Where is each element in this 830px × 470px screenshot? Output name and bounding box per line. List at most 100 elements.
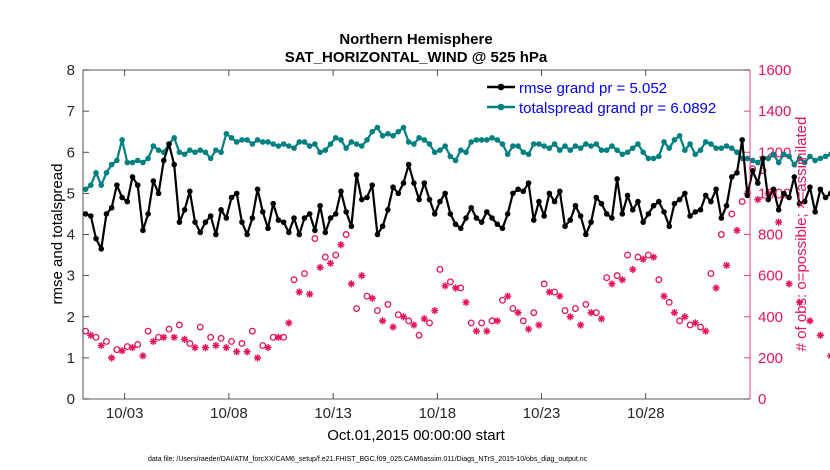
- totalspread-point: [520, 149, 527, 156]
- left-y-tick-label: 6: [67, 144, 75, 161]
- obs-assimilated-marker: [722, 261, 731, 269]
- totalspread-point: [140, 159, 146, 166]
- left-y-tick-label: 2: [67, 309, 75, 326]
- obs-possible-marker: [665, 298, 673, 306]
- rmse-point: [796, 200, 803, 207]
- rmse-point: [187, 188, 193, 195]
- totalspread-point: [786, 153, 792, 160]
- totalspread-point: [265, 139, 271, 145]
- obs-assimilated-marker: [597, 315, 606, 323]
- rmse-point: [353, 172, 360, 178]
- rmse-point: [327, 215, 334, 221]
- totalspread-point: [457, 147, 464, 153]
- totalspread-point: [671, 137, 678, 143]
- x-axis-label: Oct.01,2015 00:00:00 start: [327, 427, 505, 444]
- rmse-point: [702, 192, 709, 199]
- rmse-point: [572, 202, 579, 209]
- rmse-point: [447, 211, 454, 217]
- totalspread-point: [437, 147, 443, 153]
- rmse-point: [484, 209, 490, 215]
- obs-possible-marker: [415, 331, 423, 339]
- obs-possible-marker: [582, 300, 590, 308]
- rmse-point: [734, 170, 740, 176]
- obs-assimilated-marker: [775, 218, 783, 226]
- totalspread-point: [603, 147, 610, 153]
- rmse-point: [176, 219, 183, 225]
- rmse-point: [619, 211, 626, 217]
- rmse-point: [416, 196, 422, 203]
- obs-assimilated-marker: [201, 343, 210, 352]
- rmse-point: [265, 225, 271, 232]
- rmse-point: [551, 198, 558, 205]
- totalspread-point: [546, 145, 553, 151]
- obs-possible-marker: [426, 319, 433, 327]
- rmse-point: [103, 211, 110, 217]
- obs-possible-marker: [467, 319, 475, 327]
- rmse-point: [718, 215, 725, 221]
- obs-possible-marker: [332, 251, 340, 259]
- series-obs-possible: [82, 165, 767, 354]
- rmse-point: [88, 213, 94, 219]
- obs-assimilated-marker: [702, 327, 710, 335]
- obs-possible-marker: [102, 337, 110, 345]
- obs-possible-marker: [603, 274, 611, 282]
- rmse-point: [504, 211, 511, 217]
- obs-assimilated-marker: [566, 313, 574, 321]
- obs-assimilated-marker: [87, 331, 95, 339]
- totalspread-point: [734, 149, 740, 156]
- obs-assimilated-marker: [191, 343, 199, 352]
- obs-assimilated-marker: [347, 280, 355, 288]
- obs-possible-marker: [509, 305, 517, 312]
- totalspread-point: [426, 141, 433, 147]
- data-file-footnote: data file: /Users/raeder/DAI/ATM_forcXX/…: [148, 456, 588, 463]
- obs-assimilated-marker: [316, 263, 324, 271]
- totalspread-point: [108, 161, 115, 168]
- obs-possible-marker: [165, 325, 173, 333]
- obs-assimilated-marker: [399, 313, 408, 321]
- x-tick-label: 10/18: [419, 405, 457, 422]
- totalspread-point: [134, 157, 141, 164]
- obs-assimilated-marker: [326, 259, 335, 267]
- totalspread-point: [749, 157, 756, 164]
- totalspread-point: [822, 153, 829, 160]
- rmse-point: [822, 194, 829, 201]
- rmse-point: [557, 188, 563, 195]
- legend-spread-label: totalspread grand pr = 6.0892: [519, 100, 716, 117]
- rmse-point: [775, 207, 782, 213]
- obs-assimilated-marker: [514, 309, 522, 317]
- x-tick-label: 10/28: [627, 405, 665, 422]
- obs-assimilated-marker: [160, 333, 168, 341]
- rmse-point: [603, 211, 610, 217]
- totalspread-point: [708, 141, 714, 147]
- obs-assimilated-marker: [108, 354, 116, 362]
- totalspread-point: [82, 186, 89, 193]
- totalspread-point: [259, 139, 266, 145]
- series-totalspread: [82, 124, 830, 193]
- totalspread-point: [484, 137, 490, 143]
- obs-possible-marker: [728, 210, 736, 218]
- obs-possible-marker: [499, 296, 506, 304]
- obs-assimilated-marker: [816, 331, 824, 339]
- obs-possible-marker: [446, 278, 454, 286]
- rmse-point: [739, 137, 745, 143]
- rmse-point: [181, 207, 188, 213]
- obs-assimilated-marker: [472, 327, 481, 335]
- totalspread-point: [275, 143, 282, 149]
- rmse-point: [395, 190, 402, 197]
- totalspread-point: [572, 143, 579, 149]
- obs-assimilated-marker: [754, 195, 762, 204]
- rmse-point: [192, 219, 198, 225]
- totalspread-point: [656, 153, 662, 160]
- totalspread-point: [327, 141, 334, 147]
- totalspread-point: [551, 141, 558, 147]
- totalspread-point: [728, 145, 735, 151]
- rmse-point: [275, 217, 282, 223]
- totalspread-point: [358, 143, 365, 149]
- totalspread-point: [515, 143, 521, 149]
- rmse-point: [431, 211, 438, 217]
- rmse-point: [160, 157, 167, 164]
- totalspread-point: [583, 141, 589, 147]
- rmse-point: [291, 215, 297, 221]
- totalspread-point: [775, 159, 782, 166]
